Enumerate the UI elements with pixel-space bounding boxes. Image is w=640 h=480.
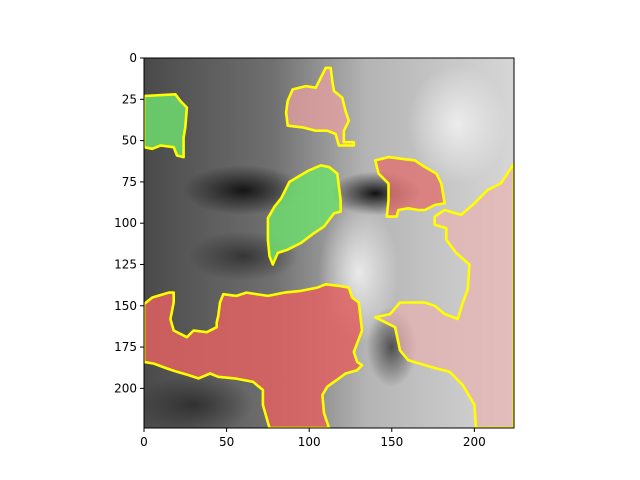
axes-frame bbox=[143, 57, 515, 429]
y-tick-label: 150 bbox=[114, 299, 137, 313]
x-tick-label: 50 bbox=[219, 435, 234, 449]
y-tick-label: 0 bbox=[129, 51, 137, 65]
positive-region-1 bbox=[266, 164, 342, 266]
y-tick-label: 50 bbox=[122, 134, 137, 148]
left-eye-shadow bbox=[183, 165, 304, 216]
x-tick-label: 200 bbox=[463, 435, 486, 449]
y-tick-label: 25 bbox=[122, 92, 137, 106]
saliency-overlay bbox=[144, 66, 514, 428]
negative-region-2 bbox=[284, 66, 356, 147]
axes: 0 50 100 150 200 0 25 50 75 100 125 150 175 200 bbox=[114, 51, 515, 449]
y-tick-label: 200 bbox=[114, 381, 137, 395]
negative-region-5 bbox=[144, 282, 364, 428]
negative-region-4 bbox=[373, 162, 514, 428]
y-tick-label: 75 bbox=[122, 175, 137, 189]
x-tick-label: 0 bbox=[140, 435, 148, 449]
y-tick-label: 125 bbox=[114, 257, 137, 271]
positive-region-0 bbox=[144, 93, 189, 159]
y-tick-label: 175 bbox=[114, 340, 137, 354]
forehead-highlight bbox=[407, 64, 508, 185]
negative-region-3 bbox=[373, 155, 446, 218]
chin-shadow bbox=[144, 374, 254, 428]
x-tick-label: 150 bbox=[380, 435, 403, 449]
x-tick-label: 100 bbox=[298, 435, 321, 449]
y-tick-label: 100 bbox=[114, 216, 137, 230]
